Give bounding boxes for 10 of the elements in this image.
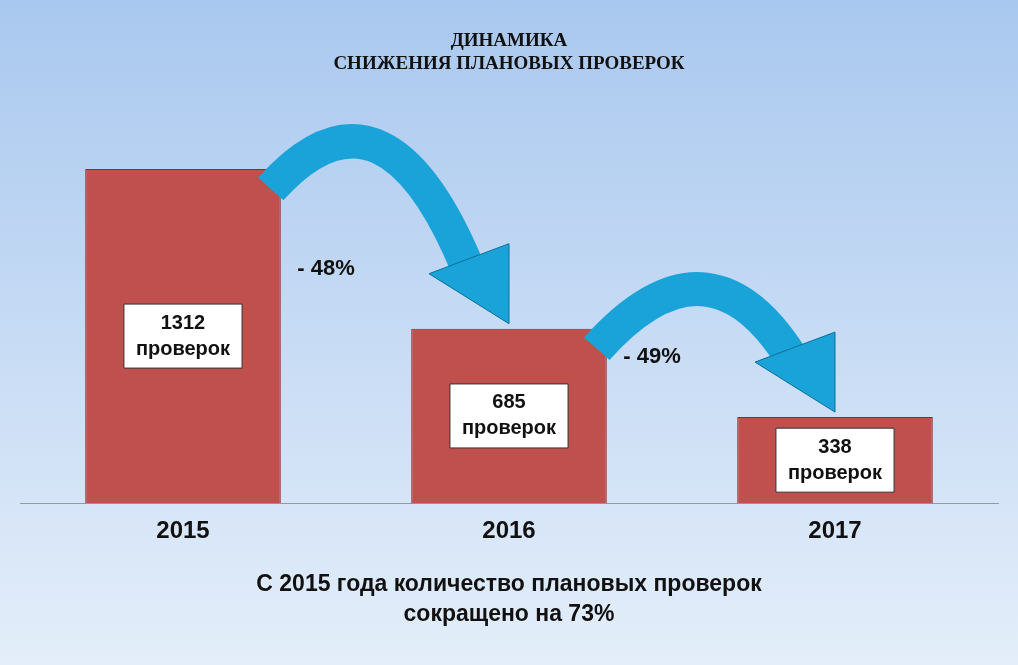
x-tick-label: 2017 (808, 516, 862, 544)
annotation: - 49% (623, 343, 681, 369)
annotation: - 48% (297, 254, 355, 280)
x-tick-label: 2015 (156, 516, 210, 544)
data-label: 685 проверок (461, 390, 558, 439)
data-label: 338 проверок (787, 434, 884, 483)
text: С 2015 года количество плановых проверок сокращено на 73% (255, 569, 763, 628)
x-tick-label: 2016 (482, 516, 536, 544)
chart-title: ДИНАМИКА СНИЖЕНИЯ ПЛАНОВЫХ ПРОВЕРОК (333, 29, 685, 74)
data-label: 1312 проверок (135, 310, 232, 359)
